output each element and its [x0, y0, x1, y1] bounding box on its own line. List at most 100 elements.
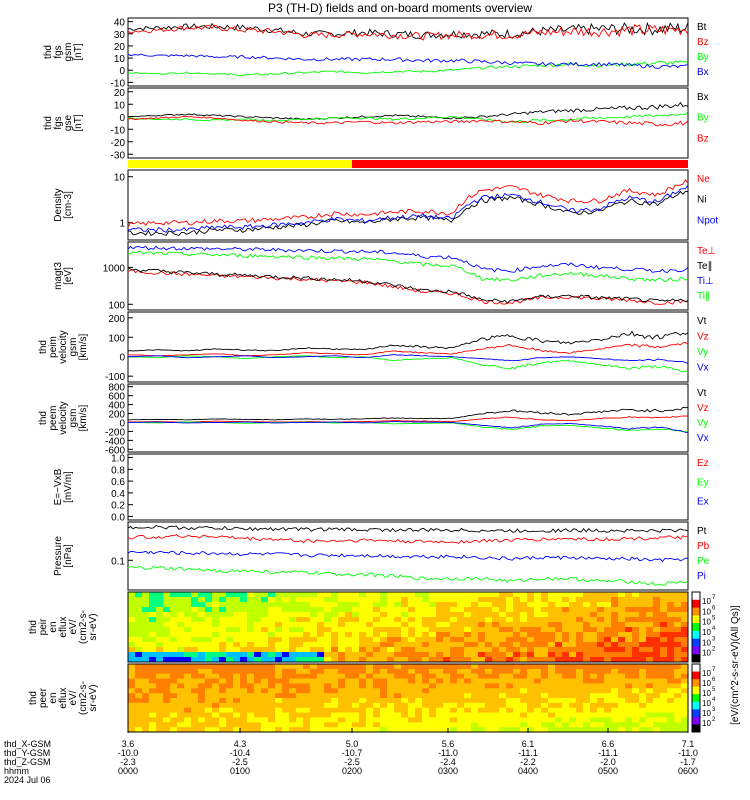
heatmap-cell [240, 627, 248, 633]
heatmap-cell [394, 607, 402, 613]
heatmap-cell [289, 627, 297, 633]
heatmap-cell [156, 597, 164, 603]
heatmap-cell [415, 642, 423, 648]
heatmap-cell [142, 647, 150, 653]
heatmap-cell [345, 627, 353, 633]
heatmap-cell [569, 612, 577, 618]
colorbar-swatch [692, 701, 700, 710]
colorbar-tick-exponent: 6 [712, 605, 716, 611]
heatmap-cell [527, 642, 535, 648]
heatmap-cell [240, 688, 248, 694]
y-axis-label-line: Pressure [53, 536, 64, 576]
heatmap-cell [191, 602, 199, 608]
y-tick-label: -10 [111, 125, 126, 136]
heatmap-cell [177, 688, 185, 694]
heatmap-cell [443, 602, 451, 608]
heatmap-cell [387, 637, 395, 643]
heatmap-cell [240, 712, 248, 718]
y-axis-label-line: thd [43, 116, 54, 130]
heatmap-cell [597, 707, 605, 714]
heatmap-cell [170, 683, 178, 689]
y-tick-label: 0.2 [111, 501, 125, 512]
heatmap-cell [282, 592, 290, 598]
heatmap-cell [338, 664, 346, 670]
y-axis-label-line: en [48, 692, 59, 703]
heatmap-cell [681, 683, 689, 689]
heatmap-cell [646, 664, 654, 670]
heatmap-cell [604, 702, 612, 709]
heatmap-cell [415, 617, 423, 623]
heatmap-cell [632, 702, 640, 709]
heatmap-cell [219, 722, 227, 728]
series-line-Pi [127, 550, 689, 563]
heatmap-cell [611, 652, 619, 658]
heatmap-cell [639, 627, 647, 633]
heatmap-cell [359, 657, 367, 663]
heatmap-cell [611, 637, 619, 643]
heatmap-cell [184, 592, 192, 598]
heatmap-cell [254, 727, 262, 733]
heatmap-cell [450, 597, 458, 603]
heatmap-cell [135, 702, 143, 709]
heatmap-cell [450, 727, 458, 733]
heatmap-cell [135, 664, 143, 670]
heatmap-cell [345, 707, 353, 714]
heatmap-cell [359, 612, 367, 618]
legend-Vt: Vt [697, 316, 707, 327]
heatmap-cell [219, 673, 227, 680]
heatmap-cell [163, 722, 171, 728]
heatmap-cell [513, 727, 521, 733]
heatmap-cell [261, 717, 269, 723]
heatmap-cell [149, 622, 157, 628]
heatmap-cell [520, 652, 528, 658]
y-tick-label: 10 [114, 173, 126, 184]
heatmap-cell [520, 657, 528, 663]
heatmap-cell [506, 607, 514, 613]
heatmap-cell [618, 702, 626, 709]
heatmap-cell [534, 632, 542, 638]
heatmap-cell [373, 664, 381, 670]
heatmap-cell [163, 698, 171, 704]
heatmap-cell [254, 673, 262, 680]
heatmap-cell [240, 698, 248, 704]
colorbar-swatch [692, 671, 700, 680]
heatmap-cell [583, 627, 591, 633]
heatmap-cell [478, 622, 486, 628]
heatmap-cell [597, 688, 605, 694]
heatmap-cell [128, 622, 136, 628]
heatmap-cell [436, 657, 444, 663]
heatmap-cell [555, 668, 563, 675]
mode-segment [128, 160, 352, 168]
panel-frame [127, 241, 689, 311]
heatmap-cell [618, 617, 626, 623]
heatmap-cell [303, 693, 311, 699]
heatmap-cell [212, 607, 220, 613]
heatmap-cell [576, 678, 584, 684]
heatmap-cell [128, 693, 136, 699]
heatmap-cell [387, 647, 395, 653]
heatmap-cell [583, 712, 591, 718]
heatmap-cell [303, 642, 311, 648]
heatmap-cell [191, 617, 199, 623]
heatmap-cell [219, 632, 227, 638]
heatmap-cell [555, 632, 563, 638]
heatmap-cell [268, 637, 276, 643]
heatmap-cell [576, 717, 584, 723]
x-row-value: -2.4 [440, 757, 456, 767]
heatmap-cell [177, 627, 185, 633]
y-axis-label-line: [mV/m] [63, 471, 74, 503]
heatmap-cell [268, 592, 276, 598]
heatmap-cell [415, 707, 423, 714]
colorbar-tick-label: 10 [702, 669, 711, 678]
heatmap-cell [282, 717, 290, 723]
heatmap-cell [156, 642, 164, 648]
heatmap-cell [352, 592, 360, 598]
heatmap-cell [338, 683, 346, 689]
heatmap-cell [303, 597, 311, 603]
heatmap-cell [366, 712, 374, 718]
heatmap-cell [583, 707, 591, 714]
y-axis-label-line: eV/ [68, 690, 79, 705]
heatmap-cell [226, 602, 234, 608]
heatmap-cell [422, 627, 430, 633]
heatmap-cell [471, 688, 479, 694]
